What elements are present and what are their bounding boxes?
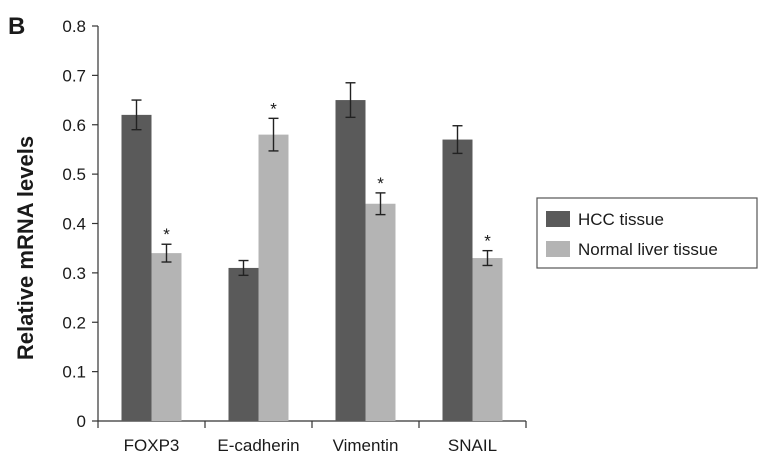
x-tick-label: E-cadherin xyxy=(217,436,299,455)
bars-group: * * * * xyxy=(121,82,503,421)
panel-label: B xyxy=(8,13,25,40)
y-tick-label: 0.5 xyxy=(62,165,86,184)
bar xyxy=(365,203,396,421)
significance-marker: * xyxy=(163,225,170,244)
significance-marker: * xyxy=(377,174,384,193)
y-axis-label: Relative mRNA levels xyxy=(13,136,38,360)
y-tick-label: 0.2 xyxy=(62,313,86,332)
bar xyxy=(151,253,182,421)
bar xyxy=(121,114,152,421)
x-tick-label: Vimentin xyxy=(333,436,399,455)
legend-label: Normal liver tissue xyxy=(578,240,718,259)
y-tick-label: 0.3 xyxy=(62,264,86,283)
legend-swatch xyxy=(546,241,570,257)
axes: 0 0.1 0.2 0.3 0.4 0.5 0.6 0.7 0.8 FOXP3 E-cadherin… xyxy=(62,17,527,455)
y-tick-label: 0.8 xyxy=(62,17,86,36)
bar xyxy=(442,139,473,421)
bar xyxy=(258,134,289,421)
significance-marker: * xyxy=(484,232,491,251)
x-tick-label: FOXP3 xyxy=(124,436,180,455)
y-tick-label: 0 xyxy=(77,412,86,431)
x-tick-label: SNAIL xyxy=(448,436,497,455)
y-tick-label: 0.7 xyxy=(62,66,86,85)
legend: HCC tissue Normal liver tissue xyxy=(536,197,758,269)
legend-swatch xyxy=(546,211,570,227)
significance-marker: * xyxy=(270,99,277,118)
y-tick-label: 0.4 xyxy=(62,215,86,234)
legend-box xyxy=(536,197,758,269)
y-tick-label: 0.1 xyxy=(62,363,86,382)
legend-label: HCC tissue xyxy=(578,210,664,229)
y-tick-label: 0.6 xyxy=(62,116,86,135)
bar xyxy=(228,267,259,421)
bar xyxy=(472,258,503,421)
bar xyxy=(335,100,366,421)
